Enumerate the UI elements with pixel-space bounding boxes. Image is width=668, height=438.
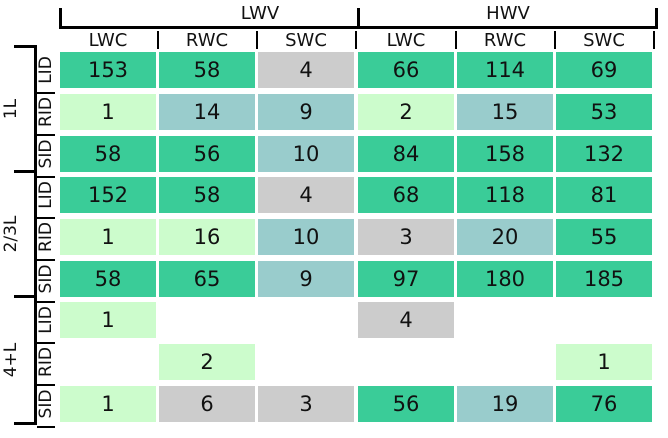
bracket-tick bbox=[14, 295, 37, 298]
bracket-tick bbox=[655, 8, 658, 29]
column-header-separator bbox=[554, 31, 556, 49]
row-label-lid: LID bbox=[36, 181, 56, 209]
row-label-lid: LID bbox=[36, 56, 56, 84]
table-cell: 3 bbox=[258, 386, 354, 422]
table-cell: 185 bbox=[556, 261, 652, 297]
table-cell: 58 bbox=[159, 52, 255, 88]
table-cell: 66 bbox=[358, 52, 454, 88]
row-label-separator bbox=[37, 92, 55, 94]
column-group-bracket-lwv bbox=[60, 26, 358, 29]
bracket-tick bbox=[14, 170, 37, 173]
table-cell: 69 bbox=[556, 52, 652, 88]
table-cell: 118 bbox=[457, 177, 553, 213]
column-group-label-lwv: LWV bbox=[240, 3, 280, 24]
row-group-label-4l: 4+L bbox=[1, 342, 21, 378]
table-cell: 1 bbox=[60, 302, 156, 338]
table-cell: 1 bbox=[60, 219, 156, 255]
row-group-label-23l: 2/3L bbox=[1, 215, 21, 253]
column-group-label-hwv: HWV bbox=[486, 3, 530, 24]
table-cell: 10 bbox=[258, 219, 354, 255]
row-label-separator bbox=[37, 426, 55, 428]
row-label-separator bbox=[37, 134, 55, 136]
column-header-separator bbox=[455, 31, 457, 49]
table-cell: 76 bbox=[556, 386, 652, 422]
table-cell: 4 bbox=[358, 302, 454, 338]
column-header-lwc: LWC bbox=[88, 30, 128, 51]
row-label-lid: LID bbox=[36, 306, 56, 334]
table-cell: 4 bbox=[258, 52, 354, 88]
column-header-separator bbox=[256, 31, 258, 49]
row-label-rid: RID bbox=[36, 222, 56, 252]
table-cell: 3 bbox=[358, 219, 454, 255]
table-cell: 114 bbox=[457, 52, 553, 88]
table-cell: 4 bbox=[258, 177, 354, 213]
column-header-separator bbox=[653, 31, 655, 49]
table-cell: 20 bbox=[457, 219, 553, 255]
column-header-rwc: RWC bbox=[483, 30, 527, 51]
table-cell: 53 bbox=[556, 94, 652, 130]
column-header-swc: SWC bbox=[285, 30, 327, 51]
column-header-lwc: LWC bbox=[386, 30, 426, 51]
bracket-tick bbox=[59, 8, 62, 29]
table-cell: 81 bbox=[556, 177, 652, 213]
table-cell: 84 bbox=[358, 136, 454, 172]
column-header-swc: SWC bbox=[583, 30, 625, 51]
table-cell: 1 bbox=[556, 344, 652, 380]
column-header-separator bbox=[355, 31, 357, 49]
table-cell: 9 bbox=[258, 261, 354, 297]
row-label-separator bbox=[37, 176, 55, 178]
bracket-tick bbox=[14, 45, 37, 48]
column-group-bracket-hwv bbox=[358, 26, 656, 29]
row-label-separator bbox=[37, 259, 55, 261]
table-cell: 16 bbox=[159, 219, 255, 255]
table-cell: 1 bbox=[60, 94, 156, 130]
table-cell: 15 bbox=[457, 94, 553, 130]
row-label-sid: SID bbox=[36, 389, 56, 419]
table-cell: 152 bbox=[60, 177, 156, 213]
row-label-sid: SID bbox=[36, 139, 56, 169]
table-cell: 58 bbox=[60, 136, 156, 172]
bracket-tick bbox=[357, 8, 360, 29]
table-cell: 180 bbox=[457, 261, 553, 297]
table-cell: 56 bbox=[159, 136, 255, 172]
table-cell: 132 bbox=[556, 136, 652, 172]
bracket-tick bbox=[14, 422, 37, 425]
table-cell: 2 bbox=[358, 94, 454, 130]
row-group-bracket-23l bbox=[34, 171, 37, 296]
table-cell: 65 bbox=[159, 261, 255, 297]
column-header-rwc: RWC bbox=[185, 30, 229, 51]
row-label-separator bbox=[37, 384, 55, 386]
table-cell: 56 bbox=[358, 386, 454, 422]
row-label-separator bbox=[37, 342, 55, 344]
row-label-sid: SID bbox=[36, 264, 56, 294]
row-group-label-1l: 1L bbox=[1, 98, 21, 120]
table-cell: 9 bbox=[258, 94, 354, 130]
table-cell: 14 bbox=[159, 94, 255, 130]
row-label-rid: RID bbox=[36, 347, 56, 377]
row-label-separator bbox=[37, 301, 55, 303]
row-group-bracket-4l bbox=[34, 296, 37, 424]
table-cell: 58 bbox=[60, 261, 156, 297]
table-cell: 10 bbox=[258, 136, 354, 172]
table-cell: 58 bbox=[159, 177, 255, 213]
table-cell: 55 bbox=[556, 219, 652, 255]
row-label-rid: RID bbox=[36, 97, 56, 127]
row-label-separator bbox=[37, 217, 55, 219]
table-cell: 19 bbox=[457, 386, 553, 422]
table-cell: 153 bbox=[60, 52, 156, 88]
table-cell: 6 bbox=[159, 386, 255, 422]
table-cell: 1 bbox=[60, 386, 156, 422]
table-cell: 97 bbox=[358, 261, 454, 297]
row-group-bracket-1l bbox=[34, 46, 37, 171]
table-cell: 68 bbox=[358, 177, 454, 213]
table-cell: 2 bbox=[159, 344, 255, 380]
column-header-separator bbox=[157, 31, 159, 49]
table-cell: 158 bbox=[457, 136, 553, 172]
